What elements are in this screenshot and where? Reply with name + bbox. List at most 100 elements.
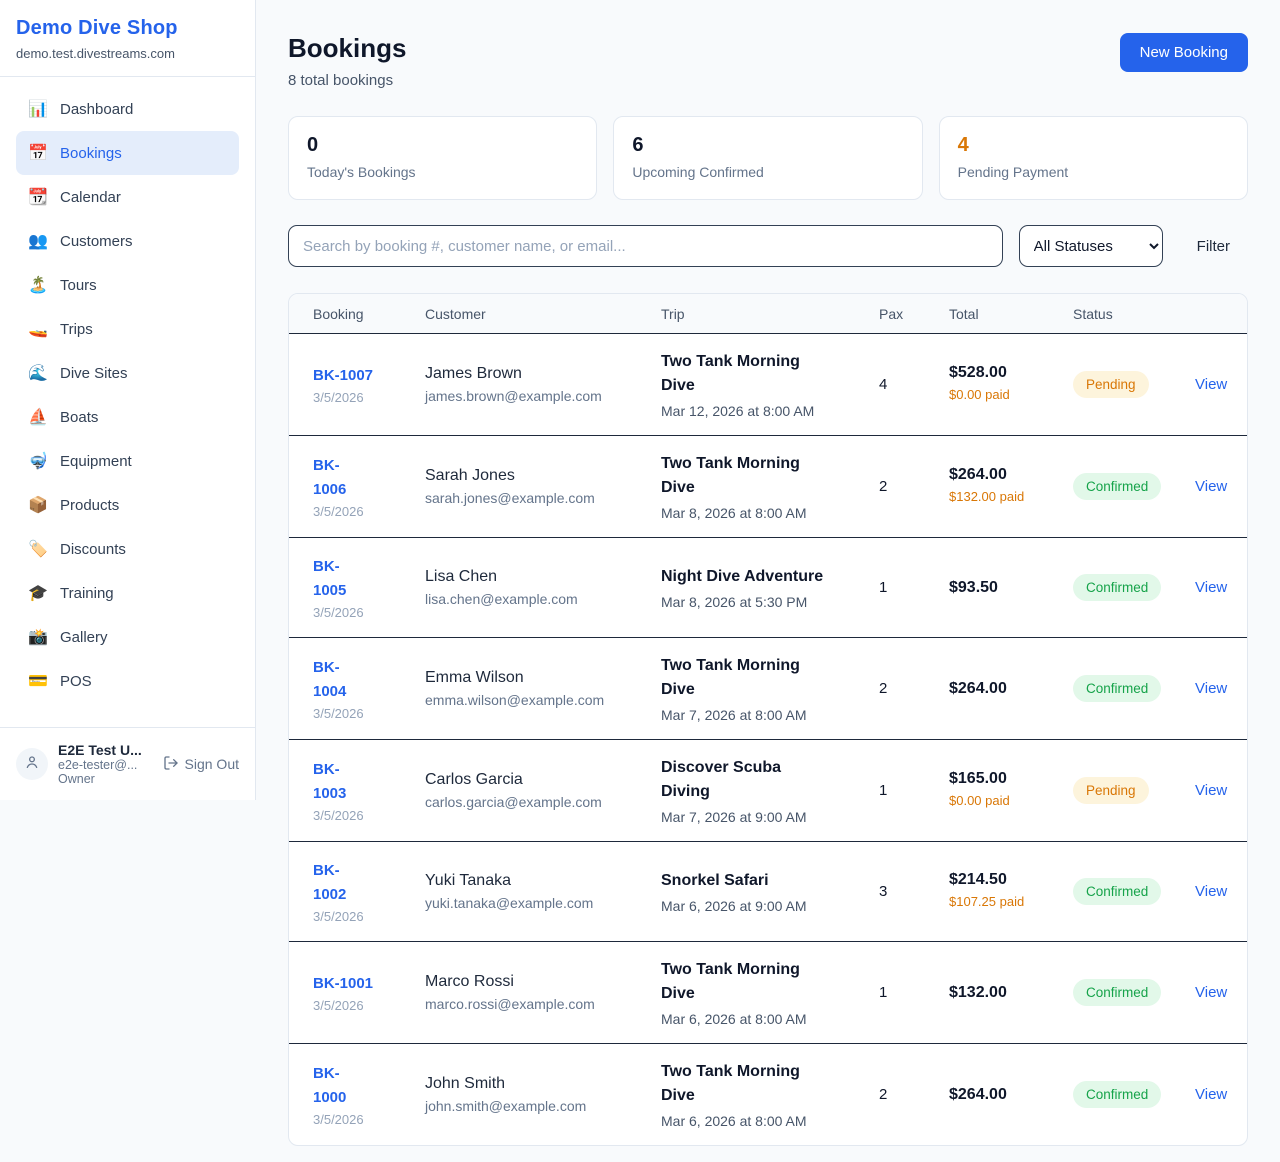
col-pax: Pax xyxy=(879,305,904,322)
trip-cell: Snorkel Safari Mar 6, 2026 at 9:00 AM xyxy=(661,869,879,914)
sidebar-item-label: Tours xyxy=(60,276,97,294)
sidebar-item-icon: ⛵ xyxy=(28,409,48,426)
trip-name: Two Tank Morning Dive xyxy=(661,353,800,394)
booking-date: 3/5/2026 xyxy=(313,908,364,924)
sidebar-item-gallery[interactable]: 📸 Gallery xyxy=(16,615,239,659)
sidebar-item-icon: 📊 xyxy=(28,101,48,118)
sidebar-item-label: Products xyxy=(60,496,120,514)
sidebar-item-icon: 👥 xyxy=(28,233,48,250)
pax-count: 4 xyxy=(879,376,888,393)
total-amount: $528.00 xyxy=(949,364,1007,382)
total-cell: $165.00 $0.00 paid xyxy=(949,770,1073,811)
booking-id-link[interactable]: BK- 1005 xyxy=(313,558,347,599)
table-row: BK- 1004 3/5/2026 Emma Wilson emma.wilso… xyxy=(289,638,1247,740)
actions-cell: View xyxy=(1195,680,1247,698)
shop-domain: demo.test.divestreams.com xyxy=(16,46,175,61)
total-bookings-count: 8 total bookings xyxy=(288,72,394,89)
view-link[interactable]: View xyxy=(1195,781,1228,799)
booking-date: 3/5/2026 xyxy=(313,604,364,620)
booking-cell: BK- 1003 3/5/2026 xyxy=(313,758,425,823)
customer-name: John Smith xyxy=(425,1075,506,1092)
view-link[interactable]: View xyxy=(1195,578,1228,596)
new-booking-button[interactable]: New Booking xyxy=(1119,33,1248,72)
sidebar-item-calendar[interactable]: 📆 Calendar xyxy=(16,175,239,219)
trip-name: Night Dive Adventure xyxy=(661,568,824,585)
sidebar-item-icon: 🚤 xyxy=(28,321,48,338)
filter-button[interactable]: Filter xyxy=(1179,238,1248,255)
booking-cell: BK- 1005 3/5/2026 xyxy=(313,555,425,620)
trip-datetime: Mar 6, 2026 at 8:00 AM xyxy=(661,1011,807,1027)
total-cell: $264.00 xyxy=(949,680,1073,698)
table-row: BK- 1002 3/5/2026 Yuki Tanaka yuki.tanak… xyxy=(289,842,1247,942)
trip-datetime: Mar 12, 2026 at 8:00 AM xyxy=(661,403,815,419)
trip-datetime: Mar 7, 2026 at 9:00 AM xyxy=(661,809,807,825)
view-link[interactable]: View xyxy=(1195,679,1228,697)
view-link[interactable]: View xyxy=(1195,882,1228,900)
stat-label: Upcoming Confirmed xyxy=(632,164,764,180)
table-row: BK- 1006 3/5/2026 Sarah Jones sarah.jone… xyxy=(289,436,1247,538)
booking-cell: BK-1007 3/5/2026 xyxy=(313,364,425,405)
customer-email: lisa.chen@example.com xyxy=(425,591,578,607)
booking-id-link[interactable]: BK- 1003 xyxy=(313,761,347,802)
booking-id-link[interactable]: BK- 1000 xyxy=(313,1065,347,1106)
sidebar-item-bookings[interactable]: 📅 Bookings xyxy=(16,131,239,175)
search-input[interactable] xyxy=(288,225,1003,267)
sidebar-item-pos[interactable]: 💳 POS xyxy=(16,659,239,703)
sidebar-item-icon: 💳 xyxy=(28,673,48,690)
pax-count: 1 xyxy=(879,579,888,596)
booking-cell: BK- 1000 3/5/2026 xyxy=(313,1062,425,1127)
status-badge: Confirmed xyxy=(1073,574,1162,601)
view-link[interactable]: View xyxy=(1195,1085,1228,1103)
status-cell: Confirmed xyxy=(1073,979,1195,1006)
booking-date: 3/5/2026 xyxy=(313,503,364,519)
customer-cell: Sarah Jones sarah.jones@example.com xyxy=(425,467,661,506)
booking-id-link[interactable]: BK- 1002 xyxy=(313,862,347,903)
sidebar-item-dashboard[interactable]: 📊 Dashboard xyxy=(16,87,239,131)
trip-name: Discover Scuba Diving xyxy=(661,759,782,800)
trip-name: Snorkel Safari xyxy=(661,872,769,889)
view-link[interactable]: View xyxy=(1195,983,1228,1001)
table-row: BK- 1000 3/5/2026 John Smith john.smith@… xyxy=(289,1044,1247,1145)
sidebar-item-training[interactable]: 🎓 Training xyxy=(16,571,239,615)
booking-date: 3/5/2026 xyxy=(313,390,364,406)
total-cell: $132.00 xyxy=(949,984,1073,1002)
sidebar-item-products[interactable]: 📦 Products xyxy=(16,483,239,527)
view-link[interactable]: View xyxy=(1195,477,1228,495)
booking-id-link[interactable]: BK- 1004 xyxy=(313,659,347,700)
customer-name: Carlos Garcia xyxy=(425,771,523,788)
booking-id-link[interactable]: BK-1007 xyxy=(313,366,374,384)
customer-cell: Lisa Chen lisa.chen@example.com xyxy=(425,568,661,607)
col-booking: Booking xyxy=(313,305,364,322)
view-link[interactable]: View xyxy=(1195,375,1228,393)
sidebar-item-dive-sites[interactable]: 🌊 Dive Sites xyxy=(16,351,239,395)
sidebar-item-tours[interactable]: 🏝️ Tours xyxy=(16,263,239,307)
actions-cell: View xyxy=(1195,984,1247,1002)
actions-cell: View xyxy=(1195,1086,1247,1104)
page-title: Bookings xyxy=(288,33,407,63)
trip-cell: Two Tank Morning Dive Mar 6, 2026 at 8:0… xyxy=(661,1060,879,1129)
table-row: BK- 1005 3/5/2026 Lisa Chen lisa.chen@ex… xyxy=(289,538,1247,638)
user-email: e2e-tester@... xyxy=(58,758,138,772)
sidebar-item-equipment[interactable]: 🤿 Equipment xyxy=(16,439,239,483)
sidebar-item-icon: 📸 xyxy=(28,629,48,646)
total-cell: $264.00 $132.00 paid xyxy=(949,466,1073,507)
status-badge: Confirmed xyxy=(1073,878,1162,905)
booking-id-link[interactable]: BK-1001 xyxy=(313,974,374,992)
stat-card-pending-payment: 4 Pending Payment xyxy=(938,116,1248,200)
total-amount: $132.00 xyxy=(949,983,1007,1001)
paid-amount: $0.00 paid xyxy=(949,387,1010,403)
sidebar-item-customers[interactable]: 👥 Customers xyxy=(16,219,239,263)
booking-id-link[interactable]: BK- 1006 xyxy=(313,457,347,498)
sidebar-item-trips[interactable]: 🚤 Trips xyxy=(16,307,239,351)
customer-name: Emma Wilson xyxy=(425,669,524,686)
sidebar-item-label: Bookings xyxy=(60,144,122,162)
sidebar-item-discounts[interactable]: 🏷️ Discounts xyxy=(16,527,239,571)
sidebar-item-label: Calendar xyxy=(60,188,121,206)
actions-cell: View xyxy=(1195,376,1247,394)
sidebar-item-boats[interactable]: ⛵ Boats xyxy=(16,395,239,439)
status-select[interactable]: All Statuses xyxy=(1018,225,1163,267)
customer-cell: Yuki Tanaka yuki.tanaka@example.com xyxy=(425,872,661,911)
trip-datetime: Mar 8, 2026 at 8:00 AM xyxy=(661,505,807,521)
booking-cell: BK- 1004 3/5/2026 xyxy=(313,656,425,721)
sign-out-button[interactable]: Sign Out xyxy=(163,755,239,774)
